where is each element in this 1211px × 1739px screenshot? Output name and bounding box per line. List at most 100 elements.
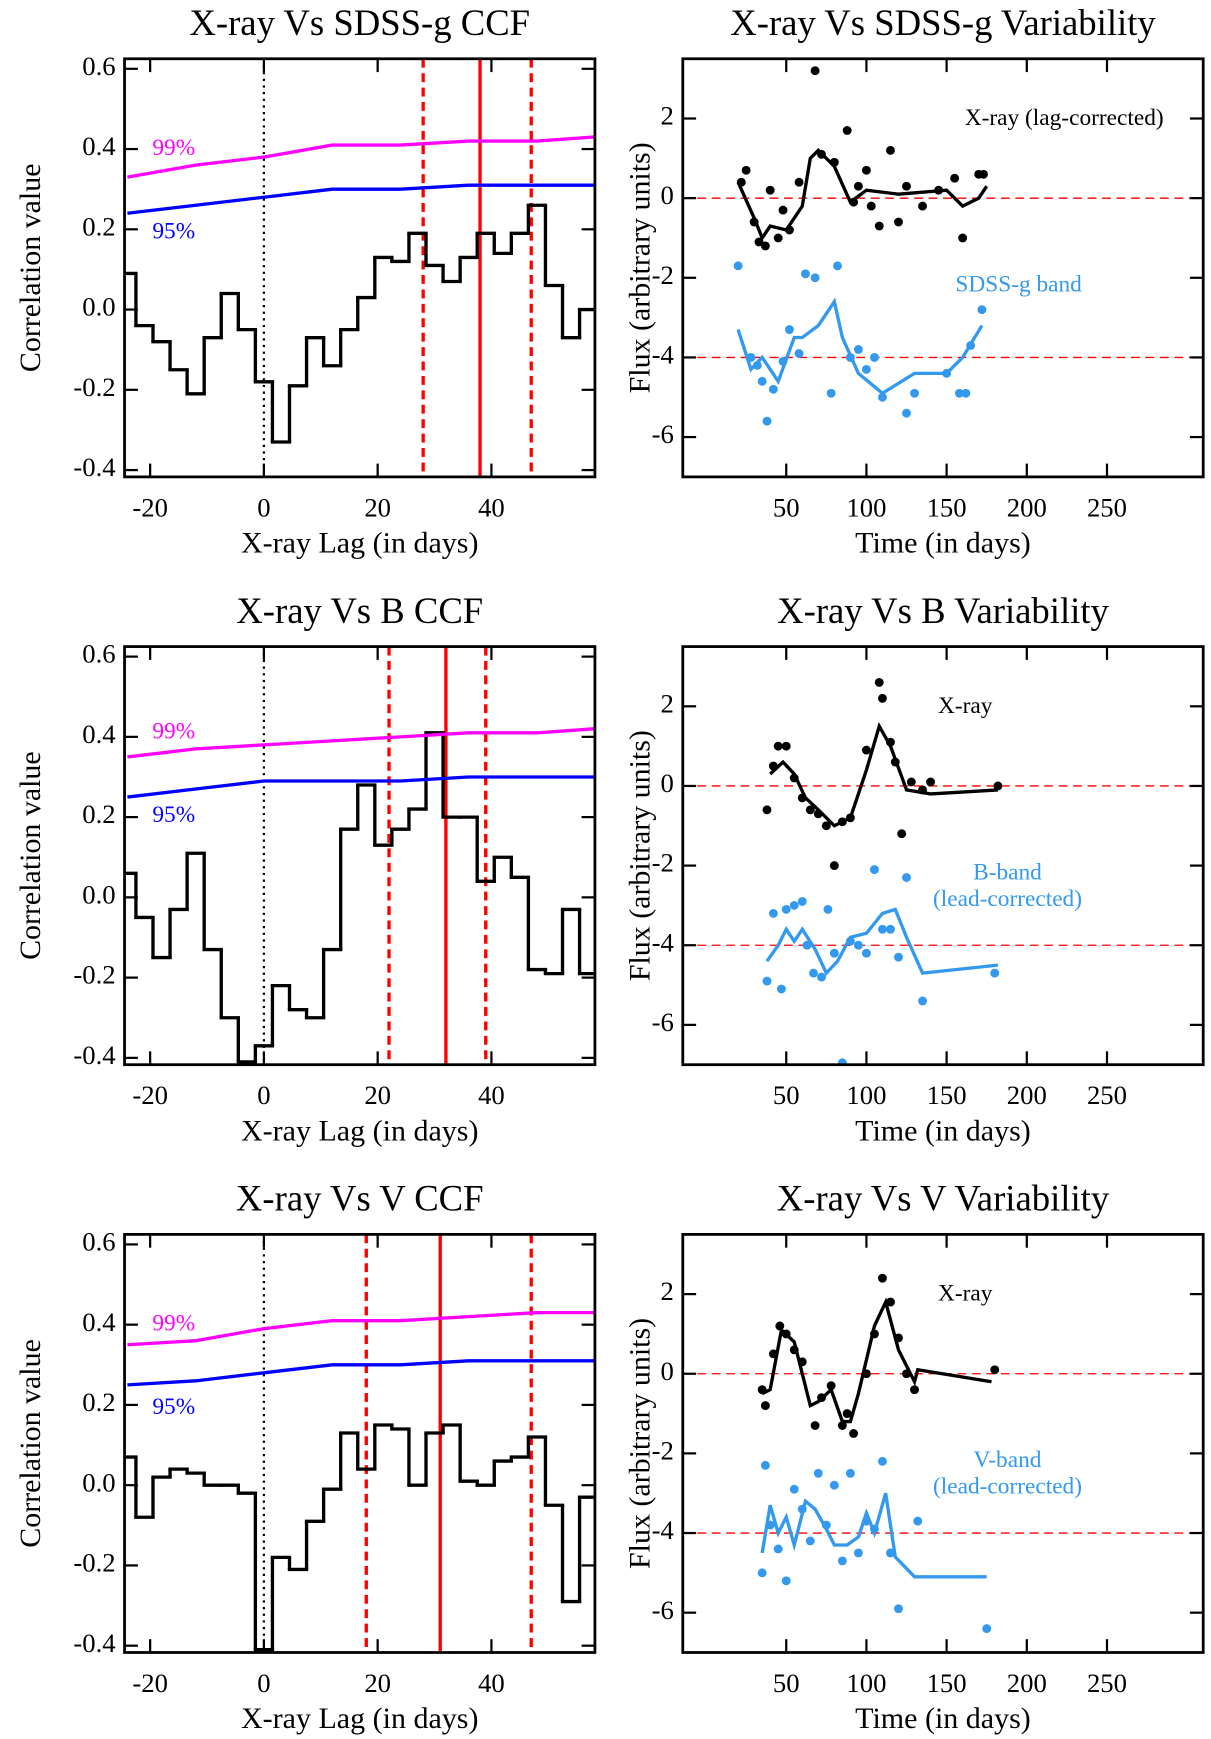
data-point xyxy=(874,221,884,231)
data-point xyxy=(768,384,778,394)
data-point xyxy=(826,388,836,398)
plot-frame xyxy=(681,645,1205,1067)
y-tick-label: 0 xyxy=(661,768,674,798)
series-note: (lead-corrected) xyxy=(933,1474,1082,1500)
data-point xyxy=(902,873,911,882)
data-point xyxy=(813,809,823,819)
data-point xyxy=(760,1401,770,1411)
data-point xyxy=(878,693,887,703)
data-point xyxy=(781,1329,791,1339)
y-tick-label: 0.2 xyxy=(82,1387,115,1417)
panel: X-ray Vs B CCF X-ray Lag (in days) Correla… xyxy=(14,590,597,1147)
data-point xyxy=(789,1484,799,1494)
x-tick-label: 250 xyxy=(1087,1668,1127,1698)
data-point xyxy=(910,1385,919,1395)
series-label: V-band xyxy=(974,1447,1042,1473)
x-axis-label: Time (in days) xyxy=(855,527,1031,560)
x-tick-label: 40 xyxy=(478,492,505,522)
data-point xyxy=(789,1345,799,1355)
x-tick-label: 0 xyxy=(257,1668,270,1698)
data-point xyxy=(757,376,767,386)
data-point xyxy=(821,821,831,831)
data-point xyxy=(801,269,810,279)
data-point xyxy=(829,948,839,958)
data-point xyxy=(810,273,820,283)
data-point xyxy=(802,940,812,950)
data-point xyxy=(902,408,911,418)
y-tick-label: -6 xyxy=(652,1007,674,1037)
data-point xyxy=(797,896,807,906)
data-point xyxy=(810,1421,820,1430)
y-tick-label: 0 xyxy=(661,1356,674,1386)
data-point xyxy=(752,360,762,370)
series-note: (lead-corrected) xyxy=(933,886,1082,912)
data-point xyxy=(768,761,778,771)
data-point xyxy=(861,1516,871,1526)
data-point xyxy=(990,968,1000,978)
plot-frame xyxy=(123,1232,597,1654)
plot-frame xyxy=(681,57,1205,479)
y-tick-label: 0.2 xyxy=(82,799,115,829)
plot-area xyxy=(124,646,595,1065)
chart-title: X-ray Vs B CCF xyxy=(236,590,483,631)
plot-area xyxy=(124,58,595,477)
data-point xyxy=(784,225,794,235)
data-point xyxy=(813,1468,823,1478)
y-tick-label: 2 xyxy=(661,688,674,718)
data-point xyxy=(869,865,879,875)
data-point xyxy=(849,1429,859,1438)
data-point xyxy=(894,217,903,227)
data-point xyxy=(918,201,928,211)
data-point xyxy=(781,1576,791,1586)
y-tick-label: -4 xyxy=(652,340,674,370)
y-tick-label: -2 xyxy=(652,260,674,290)
series-label: X-ray (lag-corrected) xyxy=(965,105,1164,131)
data-point xyxy=(926,777,936,787)
data-point xyxy=(861,948,871,958)
data-point xyxy=(817,1393,826,1403)
data-point xyxy=(781,904,791,914)
data-point xyxy=(874,677,884,687)
data-point xyxy=(765,1520,775,1530)
threshold-line xyxy=(127,183,594,215)
data-point xyxy=(837,1058,847,1065)
data-point xyxy=(762,976,772,986)
x-tick-label: 100 xyxy=(846,1668,886,1698)
data-point xyxy=(765,185,775,195)
y-tick-label: 0.6 xyxy=(82,639,115,669)
data-point xyxy=(797,793,807,803)
data-point xyxy=(977,305,987,315)
threshold-label: 99% xyxy=(152,719,195,745)
data-point xyxy=(902,1369,911,1379)
data-point xyxy=(961,388,971,398)
data-point xyxy=(829,157,839,167)
threshold-label: 95% xyxy=(152,802,195,828)
y-axis-label: Correlation value xyxy=(14,164,47,373)
y-tick-label: 2 xyxy=(661,1276,674,1306)
y-tick-label: 0.0 xyxy=(82,1467,115,1497)
y-tick-label: 0.4 xyxy=(82,719,115,749)
data-point xyxy=(746,352,756,362)
data-point xyxy=(869,352,879,362)
y-tick-label: 0.4 xyxy=(82,1307,115,1337)
data-point xyxy=(797,1357,807,1367)
data-point xyxy=(886,1548,895,1558)
x-tick-label: -20 xyxy=(132,492,168,522)
chart-title: X-ray Vs V CCF xyxy=(236,1178,484,1219)
x-tick-label: 50 xyxy=(773,1668,800,1698)
data-point xyxy=(853,1548,863,1558)
series-label: X-ray xyxy=(938,1281,993,1307)
data-point xyxy=(942,368,952,378)
data-point xyxy=(757,1385,767,1395)
smoothed-line xyxy=(736,297,984,396)
data-point xyxy=(861,364,871,374)
data-point xyxy=(775,1321,785,1331)
x-tick-label: 100 xyxy=(846,1080,886,1110)
y-tick-label: -6 xyxy=(652,1595,674,1625)
data-point xyxy=(784,325,794,334)
data-point xyxy=(886,145,895,155)
data-point xyxy=(768,1349,778,1359)
threshold-label: 95% xyxy=(152,218,195,244)
